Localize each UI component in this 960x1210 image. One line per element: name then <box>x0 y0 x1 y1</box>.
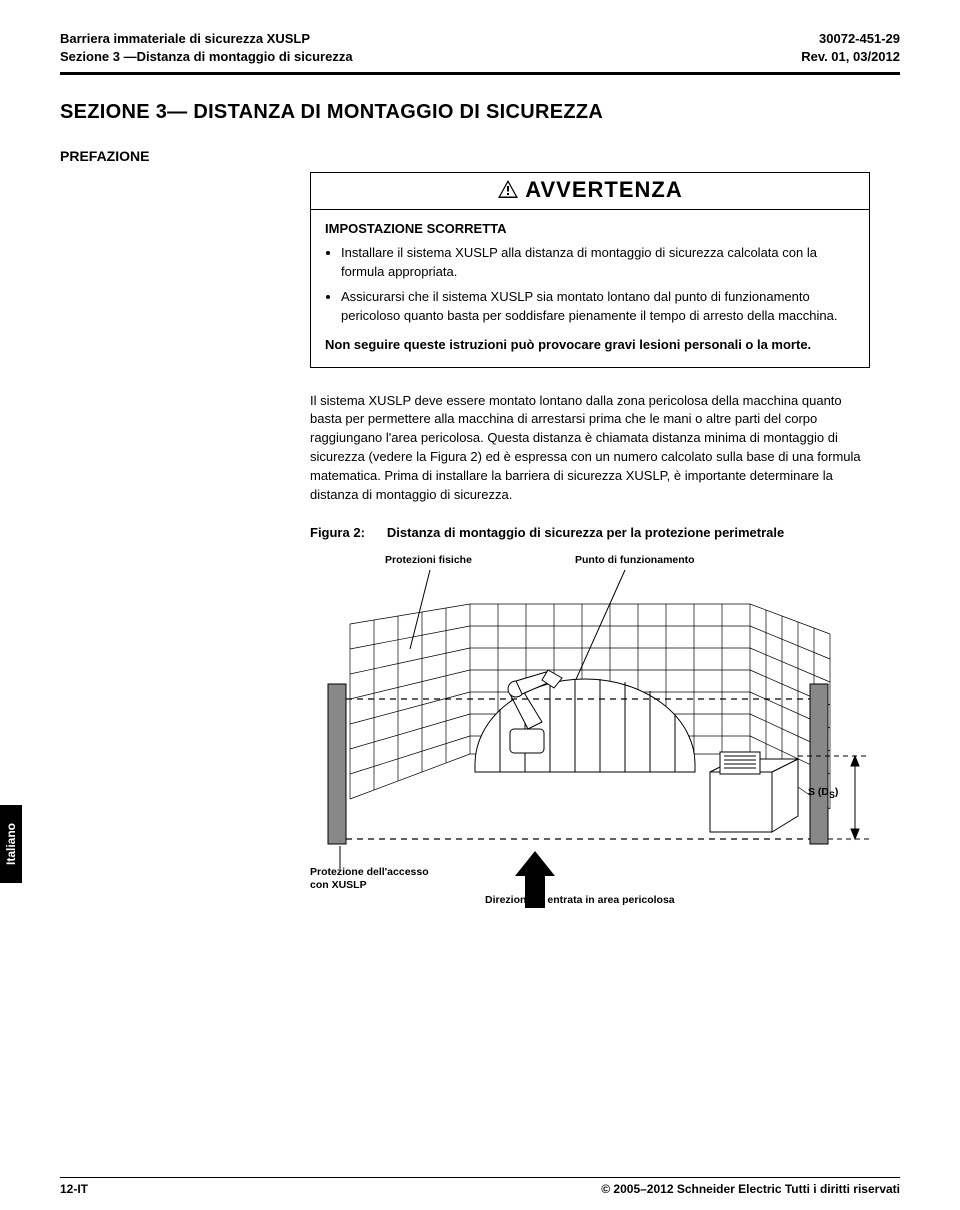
section-subtitle: Sezione 3 —Distanza di montaggio di sicu… <box>60 48 353 66</box>
figure-number: Figura 2: <box>310 525 387 540</box>
preface-label: PREFAZIONE <box>60 148 900 164</box>
warning-banner-text: AVVERTENZA <box>525 177 683 202</box>
label-protezioni-fisiche: Protezioni fisiche <box>385 554 472 566</box>
safety-distance-diagram: Protezioni fisiche Punto di funzionament… <box>310 554 870 934</box>
figure-caption: Figura 2: Distanza di montaggio di sicur… <box>310 525 870 540</box>
warning-bullet: Assicurarsi che il sistema XUSLP sia mon… <box>341 288 855 326</box>
body-paragraph: Il sistema XUSLP deve essere montato lon… <box>310 392 870 505</box>
page-number: 12-IT <box>60 1182 88 1196</box>
copyright: © 2005–2012 Schneider Electric Tutti i d… <box>601 1182 900 1196</box>
label-protezione-accesso: Protezione dell'accesso con XUSLP <box>310 866 430 892</box>
label-direzione-entrata: Direzione di entrata in area pericolosa <box>485 894 675 906</box>
warning-subhead: IMPOSTAZIONE SCORRETTA <box>325 220 855 239</box>
figure-title: Distanza di montaggio di sicurezza per l… <box>387 525 784 540</box>
doc-revision: Rev. 01, 03/2012 <box>801 48 900 66</box>
content-column: AVVERTENZA IMPOSTAZIONE SCORRETTA Instal… <box>310 172 870 933</box>
warning-box: AVVERTENZA IMPOSTAZIONE SCORRETTA Instal… <box>310 172 870 367</box>
warning-bullet: Installare il sistema XUSLP alla distanz… <box>341 244 855 282</box>
page-header: Barriera immateriale di sicurezza XUSLP … <box>60 30 900 75</box>
section-heading: SEZIONE 3— DISTANZA DI MONTAGGIO DI SICU… <box>60 101 900 124</box>
page: Barriera immateriale di sicurezza XUSLP … <box>0 0 960 1210</box>
page-footer: 12-IT © 2005–2012 Schneider Electric Tut… <box>60 1177 900 1196</box>
label-distance-close: ) <box>835 786 839 798</box>
language-tab: Italiano <box>0 805 22 883</box>
doc-number: 30072-451-29 <box>801 30 900 48</box>
header-left: Barriera immateriale di sicurezza XUSLP … <box>60 30 353 66</box>
warning-banner: AVVERTENZA <box>311 173 869 209</box>
warning-body: IMPOSTAZIONE SCORRETTA Installare il sis… <box>311 210 869 367</box>
label-distance: S (DS) <box>808 786 838 800</box>
label-punto-funzionamento: Punto di funzionamento <box>575 554 695 566</box>
warning-bullet-list: Installare il sistema XUSLP alla distanz… <box>325 244 855 325</box>
doc-title: Barriera immateriale di sicurezza XUSLP <box>60 30 353 48</box>
header-right: 30072-451-29 Rev. 01, 03/2012 <box>801 30 900 66</box>
warning-triangle-icon <box>497 179 519 205</box>
label-distance-main: S (D <box>808 786 829 798</box>
warning-consequence: Non seguire queste istruzioni può provoc… <box>325 336 855 355</box>
